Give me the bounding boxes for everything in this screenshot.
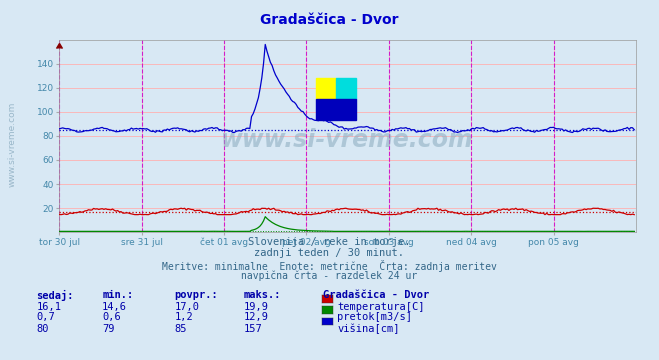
Text: Slovenija / reke in morje.: Slovenija / reke in morje. <box>248 237 411 247</box>
Text: višina[cm]: višina[cm] <box>337 324 400 334</box>
Text: Meritve: minimalne  Enote: metrične  Črta: zadnja meritev: Meritve: minimalne Enote: metrične Črta:… <box>162 260 497 272</box>
Text: pretok[m3/s]: pretok[m3/s] <box>337 312 413 323</box>
Text: povpr.:: povpr.: <box>175 290 218 300</box>
Text: 85: 85 <box>175 324 187 334</box>
Bar <box>316 78 336 99</box>
Text: www.si-vreme.com: www.si-vreme.com <box>221 128 474 152</box>
Text: 12,9: 12,9 <box>244 312 269 323</box>
Text: 17,0: 17,0 <box>175 302 200 312</box>
Bar <box>336 78 357 99</box>
Text: www.si-vreme.com: www.si-vreme.com <box>8 101 17 187</box>
Text: 16,1: 16,1 <box>36 302 61 312</box>
Text: 1,2: 1,2 <box>175 312 193 323</box>
Text: 0,7: 0,7 <box>36 312 55 323</box>
Text: zadnji teden / 30 minut.: zadnji teden / 30 minut. <box>254 248 405 258</box>
Text: 79: 79 <box>102 324 115 334</box>
Text: 14,6: 14,6 <box>102 302 127 312</box>
Text: navpična črta - razdelek 24 ur: navpična črta - razdelek 24 ur <box>241 271 418 281</box>
Bar <box>316 99 357 121</box>
Text: 0,6: 0,6 <box>102 312 121 323</box>
Text: Gradaščica - Dvor: Gradaščica - Dvor <box>260 13 399 27</box>
Text: min.:: min.: <box>102 290 133 300</box>
Text: maks.:: maks.: <box>244 290 281 300</box>
Text: sedaj:: sedaj: <box>36 290 74 301</box>
Text: 19,9: 19,9 <box>244 302 269 312</box>
Text: temperatura[C]: temperatura[C] <box>337 302 425 312</box>
Text: Gradaščica - Dvor: Gradaščica - Dvor <box>323 290 429 300</box>
Text: 157: 157 <box>244 324 262 334</box>
Text: 80: 80 <box>36 324 49 334</box>
